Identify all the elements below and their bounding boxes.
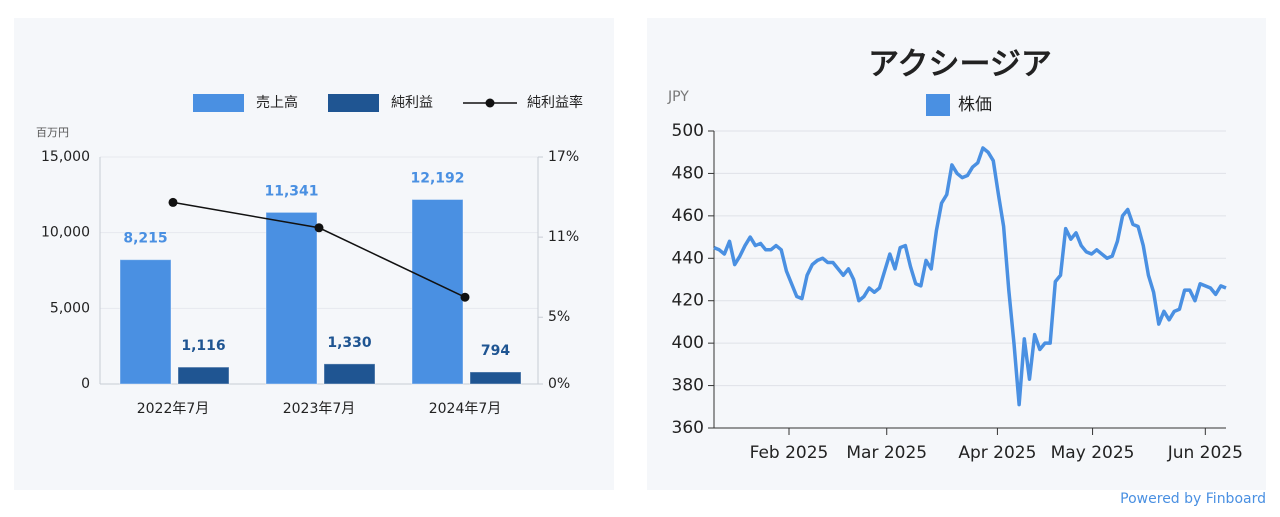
legend-label: 純利益 bbox=[391, 95, 433, 111]
y-tick-label: 480 bbox=[672, 163, 704, 183]
x-tick-label: Apr 2025 bbox=[958, 443, 1036, 463]
y-tick-label: 380 bbox=[672, 376, 704, 396]
legend-marker bbox=[485, 98, 495, 108]
legend-swatch bbox=[328, 94, 379, 112]
chart-title: アクシージア bbox=[868, 47, 1052, 83]
bar bbox=[469, 371, 522, 385]
legend-label: 純利益率 bbox=[527, 94, 583, 111]
x-tick-label: 2024年7月 bbox=[429, 401, 502, 417]
data-label: 1,330 bbox=[327, 335, 372, 351]
y-unit-label: 百万円 bbox=[36, 126, 69, 139]
legend-label: 株価 bbox=[958, 95, 992, 115]
y-tick-label: 5,000 bbox=[50, 300, 90, 316]
x-tick-label: Feb 2025 bbox=[750, 443, 829, 463]
y2-tick-label: 11% bbox=[548, 229, 579, 245]
data-label: 11,341 bbox=[264, 183, 318, 199]
bar bbox=[411, 198, 464, 385]
legend-swatch bbox=[193, 94, 244, 112]
y-tick-label: 500 bbox=[672, 121, 704, 141]
x-tick-label: May 2025 bbox=[1051, 443, 1135, 463]
bar bbox=[177, 366, 230, 385]
bar bbox=[323, 363, 376, 385]
right-panel bbox=[647, 18, 1266, 490]
y-tick-label: 420 bbox=[672, 291, 704, 311]
y-tick-label: 400 bbox=[672, 333, 704, 353]
y-tick-label: 360 bbox=[672, 418, 704, 438]
x-tick-label: 2022年7月 bbox=[137, 401, 210, 417]
y-tick-label: 15,000 bbox=[41, 149, 90, 165]
x-tick-label: Jun 2025 bbox=[1167, 443, 1243, 463]
legend-label: 売上高 bbox=[256, 94, 298, 111]
line bbox=[713, 146, 1227, 407]
bar bbox=[265, 211, 318, 385]
y2-tick-label: 17% bbox=[548, 149, 579, 165]
legend-swatch bbox=[926, 94, 950, 116]
x-tick-label: 2023年7月 bbox=[283, 401, 356, 417]
bar bbox=[119, 259, 172, 385]
y2-tick-label: 5% bbox=[548, 309, 570, 325]
y-tick-label: 0 bbox=[81, 376, 90, 392]
y-unit-label: JPY bbox=[667, 89, 689, 105]
data-label: 794 bbox=[481, 343, 510, 359]
y-tick-label: 10,000 bbox=[41, 225, 90, 241]
data-label: 1,116 bbox=[181, 338, 225, 354]
line-point bbox=[314, 223, 324, 233]
x-tick-label: Mar 2025 bbox=[846, 443, 927, 463]
y-tick-label: 440 bbox=[672, 248, 704, 268]
line-point bbox=[168, 197, 178, 207]
footer: Powered by Finboard bbox=[1120, 491, 1266, 507]
y2-tick-label: 0% bbox=[548, 376, 570, 392]
data-label: 8,215 bbox=[123, 231, 167, 247]
line-point bbox=[460, 292, 470, 302]
data-label: 12,192 bbox=[410, 170, 464, 186]
y-tick-label: 460 bbox=[672, 206, 704, 226]
